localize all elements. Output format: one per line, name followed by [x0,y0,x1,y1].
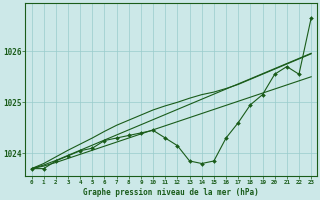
X-axis label: Graphe pression niveau de la mer (hPa): Graphe pression niveau de la mer (hPa) [84,188,259,197]
